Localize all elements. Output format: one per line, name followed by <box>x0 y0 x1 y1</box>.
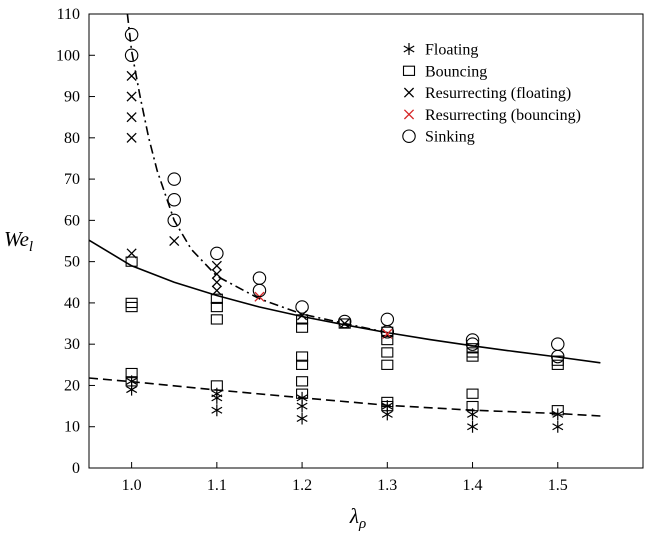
legend-label-resurrecting-floating: Resurrecting (floating) <box>425 85 571 102</box>
point-bouncing <box>551 355 564 366</box>
curve-dashed <box>88 377 601 417</box>
point-resurrecting-floating <box>126 248 137 259</box>
y-tick-label: 30 <box>64 336 80 353</box>
y-axis-label: Wel <box>4 227 33 255</box>
point-bouncing <box>296 376 309 387</box>
x-tick-label: 1.4 <box>463 477 483 494</box>
series-resurrecting-floating <box>126 70 350 329</box>
point-resurrecting-floating <box>211 268 222 280</box>
point-bouncing <box>210 293 223 304</box>
y-tick-label: 0 <box>72 460 80 477</box>
point-bouncing <box>296 351 309 362</box>
point-bouncing <box>381 347 394 358</box>
y-tick-label: 80 <box>64 130 80 147</box>
legend-label-resurrecting-bouncing: Resurrecting (bouncing) <box>425 107 581 124</box>
axis-ticks: 1.0 1.1 1.2 1.3 1.4 1.5 0 10 20 30 40 50 60 70 80 90 100… <box>56 6 568 494</box>
x-tick-label: 1.5 <box>548 477 568 494</box>
x-tick-label: 1.3 <box>377 477 397 494</box>
point-sinking <box>551 337 565 351</box>
point-sinking <box>465 333 480 347</box>
point-floating <box>211 404 223 417</box>
x-tick-label: 1.1 <box>207 477 227 494</box>
point-bouncing <box>381 326 394 337</box>
point-sinking <box>124 48 139 63</box>
point-bouncing <box>466 388 479 399</box>
point-bouncing <box>381 359 394 370</box>
fit-curves <box>88 13 601 417</box>
curve-dashdot <box>126 13 388 334</box>
point-floating <box>296 412 308 425</box>
point-bouncing <box>466 400 479 412</box>
y-tick-label: 100 <box>56 47 80 64</box>
point-resurrecting-floating <box>126 70 137 81</box>
x-tick-label: 1.2 <box>292 477 312 494</box>
legend-marker-bouncing <box>402 65 416 76</box>
legend-label-floating: Floating <box>425 42 478 59</box>
point-floating <box>552 420 564 433</box>
y-tick-label: 40 <box>64 295 80 312</box>
point-resurrecting-floating <box>169 235 180 247</box>
point-bouncing <box>381 334 394 346</box>
y-tick-label: 90 <box>64 89 80 106</box>
x-axis-label-base: λ <box>349 504 359 528</box>
y-tick-label: 70 <box>64 171 80 188</box>
series-bouncing <box>125 256 564 416</box>
plot-frame <box>88 13 644 469</box>
point-sinking <box>380 312 395 327</box>
y-tick-label: 20 <box>64 377 80 394</box>
data-markers <box>124 27 565 433</box>
series-floating <box>126 375 564 433</box>
point-bouncing <box>125 256 138 267</box>
y-axis-label-subscript: l <box>29 239 33 255</box>
legend-marker-resurrecting-bouncing <box>403 109 415 120</box>
legend-marker-sinking <box>402 129 416 143</box>
point-bouncing <box>381 396 394 408</box>
point-bouncing <box>296 359 309 370</box>
point-sinking <box>124 27 139 42</box>
point-sinking <box>167 192 181 207</box>
point-bouncing <box>125 367 138 379</box>
series-resurrecting-bouncing <box>254 291 393 339</box>
x-axis-label: λρ <box>349 504 366 532</box>
point-resurrecting-floating <box>211 285 222 296</box>
y-tick-label: 60 <box>64 212 80 229</box>
point-resurrecting-floating <box>126 132 137 143</box>
point-resurrecting-floating <box>211 260 222 271</box>
legend-marker-resurrecting-floating <box>403 87 415 98</box>
y-tick-label: 110 <box>57 6 80 23</box>
point-bouncing <box>466 343 479 354</box>
y-tick-label: 10 <box>64 419 80 436</box>
legend-label-bouncing: Bouncing <box>425 63 487 80</box>
point-sinking <box>465 337 480 351</box>
legend-marker-floating <box>403 43 415 55</box>
point-sinking <box>252 271 267 285</box>
point-sinking <box>337 314 352 329</box>
y-axis-label-base: We <box>4 227 29 251</box>
x-tick-label: 1.0 <box>122 477 142 494</box>
legend: Floating Bouncing Resurrecting (floating) R… <box>402 42 581 146</box>
point-sinking <box>295 300 309 314</box>
point-bouncing <box>210 380 223 391</box>
point-bouncing <box>551 405 564 416</box>
point-resurrecting-floating <box>211 277 222 288</box>
point-bouncing <box>125 297 138 309</box>
point-bouncing <box>210 301 223 313</box>
point-sinking <box>252 283 267 298</box>
series-sinking <box>124 27 565 364</box>
curve-solid <box>88 239 601 364</box>
y-tick-label: 50 <box>64 254 80 271</box>
point-sinking <box>167 172 181 186</box>
point-bouncing <box>125 376 138 387</box>
point-sinking <box>167 213 181 228</box>
point-sinking <box>210 246 224 261</box>
point-resurrecting-floating <box>126 112 137 123</box>
point-bouncing <box>296 388 309 399</box>
point-floating <box>467 420 479 433</box>
x-axis-label-subscript: ρ <box>358 516 366 532</box>
point-resurrecting-floating <box>126 91 137 102</box>
legend-label-sinking: Sinking <box>425 129 475 146</box>
point-bouncing <box>210 314 223 325</box>
point-bouncing <box>296 322 309 333</box>
